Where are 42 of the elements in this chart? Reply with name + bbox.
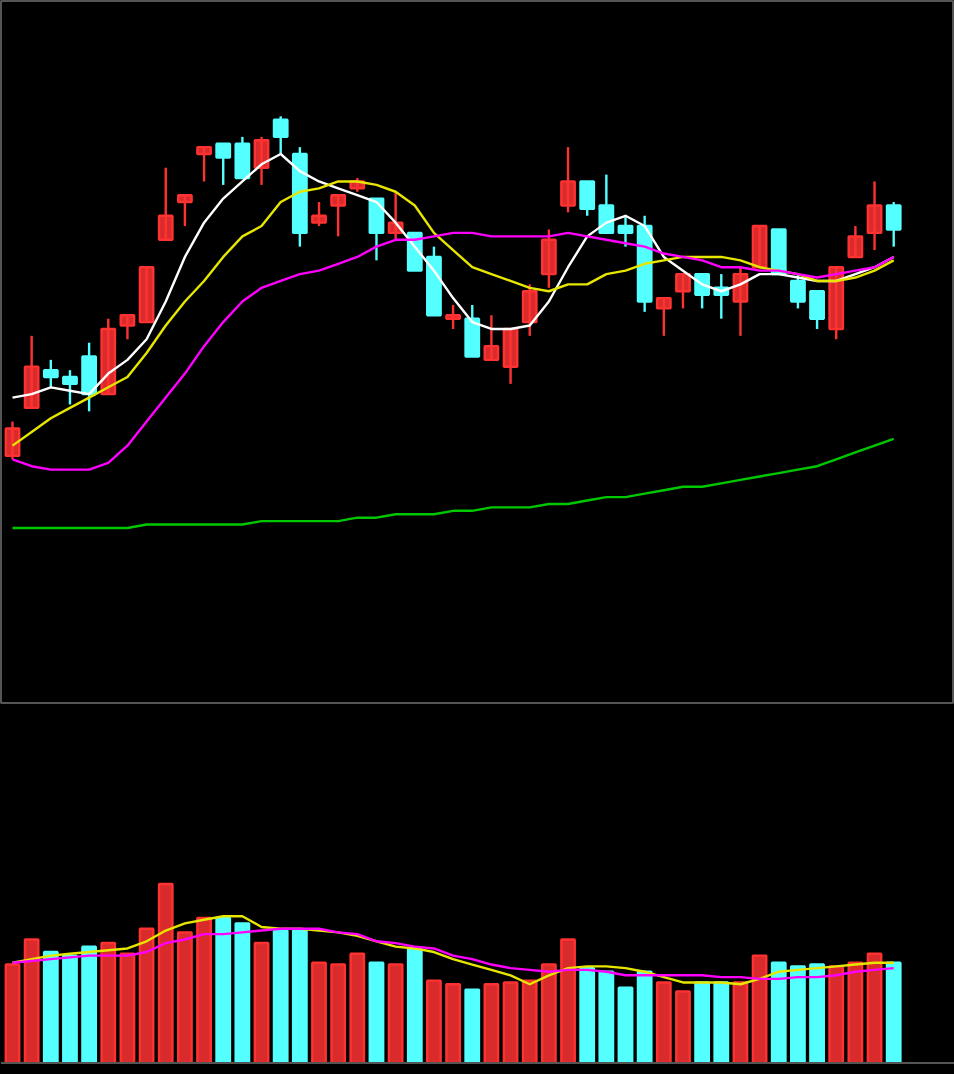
- bar: [368, 961, 385, 1063]
- candlestick: [177, 193, 193, 228]
- candlestick: [330, 193, 347, 238]
- candlestick: [885, 200, 902, 248]
- bar: [253, 941, 270, 1063]
- candlestick: [502, 327, 519, 386]
- candlestick: [157, 166, 174, 241]
- bar: [464, 988, 481, 1063]
- candlestick: [751, 224, 768, 269]
- bar: [100, 941, 117, 1063]
- candlestick: [272, 115, 289, 156]
- candlestick: [483, 314, 500, 362]
- bar: [751, 954, 768, 1063]
- candlestick: [464, 303, 481, 358]
- candlestick: [119, 314, 136, 341]
- candlestick: [42, 358, 59, 389]
- candlestick: [866, 180, 883, 252]
- candlestick: [521, 283, 538, 338]
- candlestick: [617, 214, 634, 248]
- bar: [636, 970, 653, 1063]
- candlestick: [23, 334, 40, 410]
- candlestick: [4, 420, 21, 461]
- candlestick: [445, 303, 461, 331]
- candlestick: [655, 296, 672, 338]
- bar: [23, 938, 40, 1063]
- bar: [617, 986, 634, 1063]
- bar: [502, 981, 519, 1063]
- candlestick: [540, 228, 557, 290]
- bar: [119, 952, 136, 1063]
- bar: [387, 963, 404, 1063]
- candlestick: [675, 272, 691, 310]
- candlestick: [196, 145, 212, 183]
- candlestick: [311, 200, 327, 228]
- bar: [138, 927, 155, 1063]
- bar: [885, 961, 902, 1063]
- bar: [483, 983, 500, 1063]
- candlestick: [847, 224, 864, 259]
- bar: [4, 963, 21, 1063]
- bar: [866, 952, 883, 1063]
- candlestick: [560, 145, 576, 214]
- bar: [406, 947, 423, 1063]
- bar: [732, 981, 749, 1063]
